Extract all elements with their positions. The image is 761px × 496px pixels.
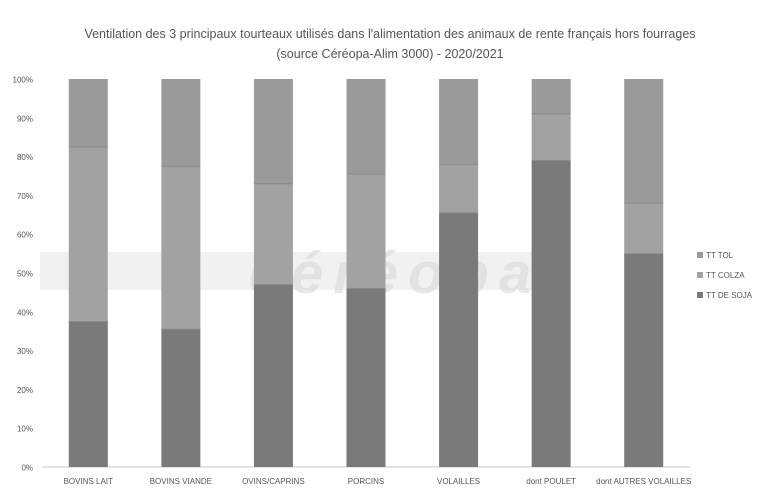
y-tick-label: 0% [21,464,33,473]
bar-segment [161,166,201,330]
bar-segment [253,284,293,467]
watermark-logo: céréopa [249,241,541,306]
legend-label: TT TOL [706,251,734,260]
bar-segment [346,288,386,467]
y-tick-label: 50% [17,270,33,279]
x-tick-label: dont POULET [526,477,576,486]
bar-segment [624,79,664,204]
chart-title: Ventilation des 3 principaux tourteaux u… [84,27,695,41]
bar-segment [253,79,293,184]
bar-segment [161,329,201,467]
bar-segment [531,113,571,161]
y-tick-label: 20% [17,386,33,395]
legend-swatch [697,252,703,258]
y-tick-label: 90% [17,114,33,123]
legend-label: TT DE SOJA [706,291,753,300]
bar-segment [439,164,479,213]
bar-segment [253,183,293,285]
y-tick-label: 70% [17,192,33,201]
x-tick-label: BOVINS LAIT [64,477,113,486]
bars [68,79,664,468]
legend-swatch [697,292,703,298]
bar-segment [161,79,201,167]
bar-segment [439,212,479,467]
bar-segment [531,79,571,114]
x-tick-label: OVINS/CAPRINS [242,477,305,486]
bar-segment [68,79,108,147]
bar-segment [68,321,108,467]
y-tick-label: 100% [13,76,33,85]
legend: TT TOL TT COLZA TT DE SOJA [697,251,753,300]
x-axis: BOVINS LAIT BOVINS VIANDE OVINS/CAPRINS POR… [64,477,692,486]
bar-segment [68,146,108,322]
y-tick-label: 80% [17,153,33,162]
chart-subtitle: (source Céréopa-Alim 3000) - 2020/2021 [276,47,503,61]
x-tick-label: dont AUTRES VOLAILLES [596,477,691,486]
y-tick-label: 10% [17,425,33,434]
x-tick-label: VOLAILLES [437,477,480,486]
y-tick-label: 40% [17,308,33,317]
y-tick-label: 60% [17,231,33,240]
bar-segment [346,174,386,289]
legend-label: TT COLZA [706,271,745,280]
watermark: céréopa [40,241,560,306]
y-tick-label: 30% [17,347,33,356]
x-tick-label: PORCINS [348,477,384,486]
bar-segment [624,203,664,254]
bar-segment [624,253,664,467]
bar-segment [531,160,571,468]
bar-segment [439,79,479,165]
x-tick-label: BOVINS VIANDE [150,477,212,486]
bar-segment [346,79,386,175]
legend-swatch [697,272,703,278]
